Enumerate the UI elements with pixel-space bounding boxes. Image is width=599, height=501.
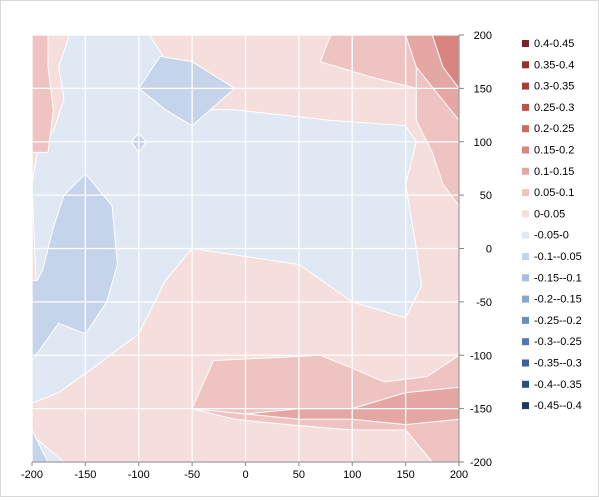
- grid-lines: [31, 34, 460, 463]
- legend-label-1: 0.35-0.4: [534, 59, 574, 71]
- y-tick-label-7: -150: [470, 404, 492, 416]
- legend-label-4: 0.2-0.25: [534, 123, 574, 135]
- legend-label-14: -0.3--0.25: [534, 336, 582, 348]
- x-tick-label-3: -50: [184, 469, 200, 481]
- legend-label-16: -0.4--0.35: [534, 379, 582, 391]
- legend-swatch-16: [522, 380, 529, 388]
- x-tick-label-1: -150: [74, 469, 96, 481]
- x-tick-label-8: 200: [450, 469, 468, 481]
- legend-swatch-9: [522, 231, 529, 239]
- legend-label-10: -0.1--0.05: [534, 251, 582, 263]
- legend-label-2: 0.3-0.35: [534, 81, 574, 93]
- y-tick-label-0: 200: [474, 30, 492, 42]
- legend-swatch-14: [522, 338, 529, 346]
- y-tick-label-2: 100: [474, 137, 492, 149]
- y-tick-label-3: 50: [480, 190, 492, 202]
- x-tick-label-0: -200: [21, 469, 43, 481]
- legend-swatch-7: [522, 189, 529, 197]
- legend-swatch-13: [522, 316, 529, 324]
- legend-label-11: -0.15--0.1: [534, 272, 582, 284]
- legend-label-8: 0-0.05: [534, 208, 565, 220]
- legend-label-12: -0.2--0.15: [534, 294, 582, 306]
- x-tick-label-2: -100: [128, 469, 150, 481]
- legend-label-6: 0.1-0.15: [534, 166, 574, 178]
- x-tick-label-5: 50: [293, 469, 305, 481]
- legend-swatch-4: [522, 125, 529, 133]
- x-tick-label-7: 150: [396, 469, 414, 481]
- axes: -200 -150 -100 -50 0 50 100 150 200 200 150 100 50 0 -…: [21, 30, 492, 481]
- legend-swatch-6: [522, 167, 529, 175]
- x-tick-label-6: 100: [343, 469, 361, 481]
- legend-swatch-10: [522, 253, 529, 260]
- y-tick-label-8: -200: [470, 457, 492, 469]
- legend-label-5: 0.15-0.2: [534, 145, 574, 157]
- legend-swatch-1: [522, 61, 529, 69]
- legend-swatch-11: [522, 274, 529, 282]
- y-tick-label-6: -100: [470, 350, 492, 362]
- legend-swatch-5: [522, 146, 529, 154]
- x-tick-label-4: 0: [242, 469, 248, 481]
- legend-label-15: -0.35--0.3: [534, 358, 582, 370]
- legend-label-9: -0.05-0: [534, 230, 569, 242]
- y-tick-label-1: 150: [474, 83, 492, 95]
- legend-label-13: -0.25--0.2: [534, 315, 582, 327]
- y-tick-label-5: -50: [476, 297, 492, 309]
- legend-label-17: -0.45--0.4: [534, 400, 582, 412]
- y-tick-label-4: 0: [486, 244, 492, 256]
- legend-label-7: 0.05-0.1: [534, 187, 574, 199]
- legend-swatch-17: [522, 402, 529, 410]
- legend-swatch-8: [522, 210, 529, 218]
- legend-swatch-0: [522, 40, 529, 47]
- legend-swatch-3: [522, 103, 529, 111]
- legend-swatch-2: [522, 82, 529, 90]
- legend-swatch-15: [522, 359, 529, 367]
- legend: 0.4-0.45 0.35-0.4 0.3-0.35 0.25-0.3 0.2-0.25…: [522, 38, 582, 412]
- legend-label-0: 0.4-0.45: [534, 38, 574, 50]
- legend-label-3: 0.25-0.3: [534, 102, 574, 114]
- legend-swatch-12: [522, 295, 529, 303]
